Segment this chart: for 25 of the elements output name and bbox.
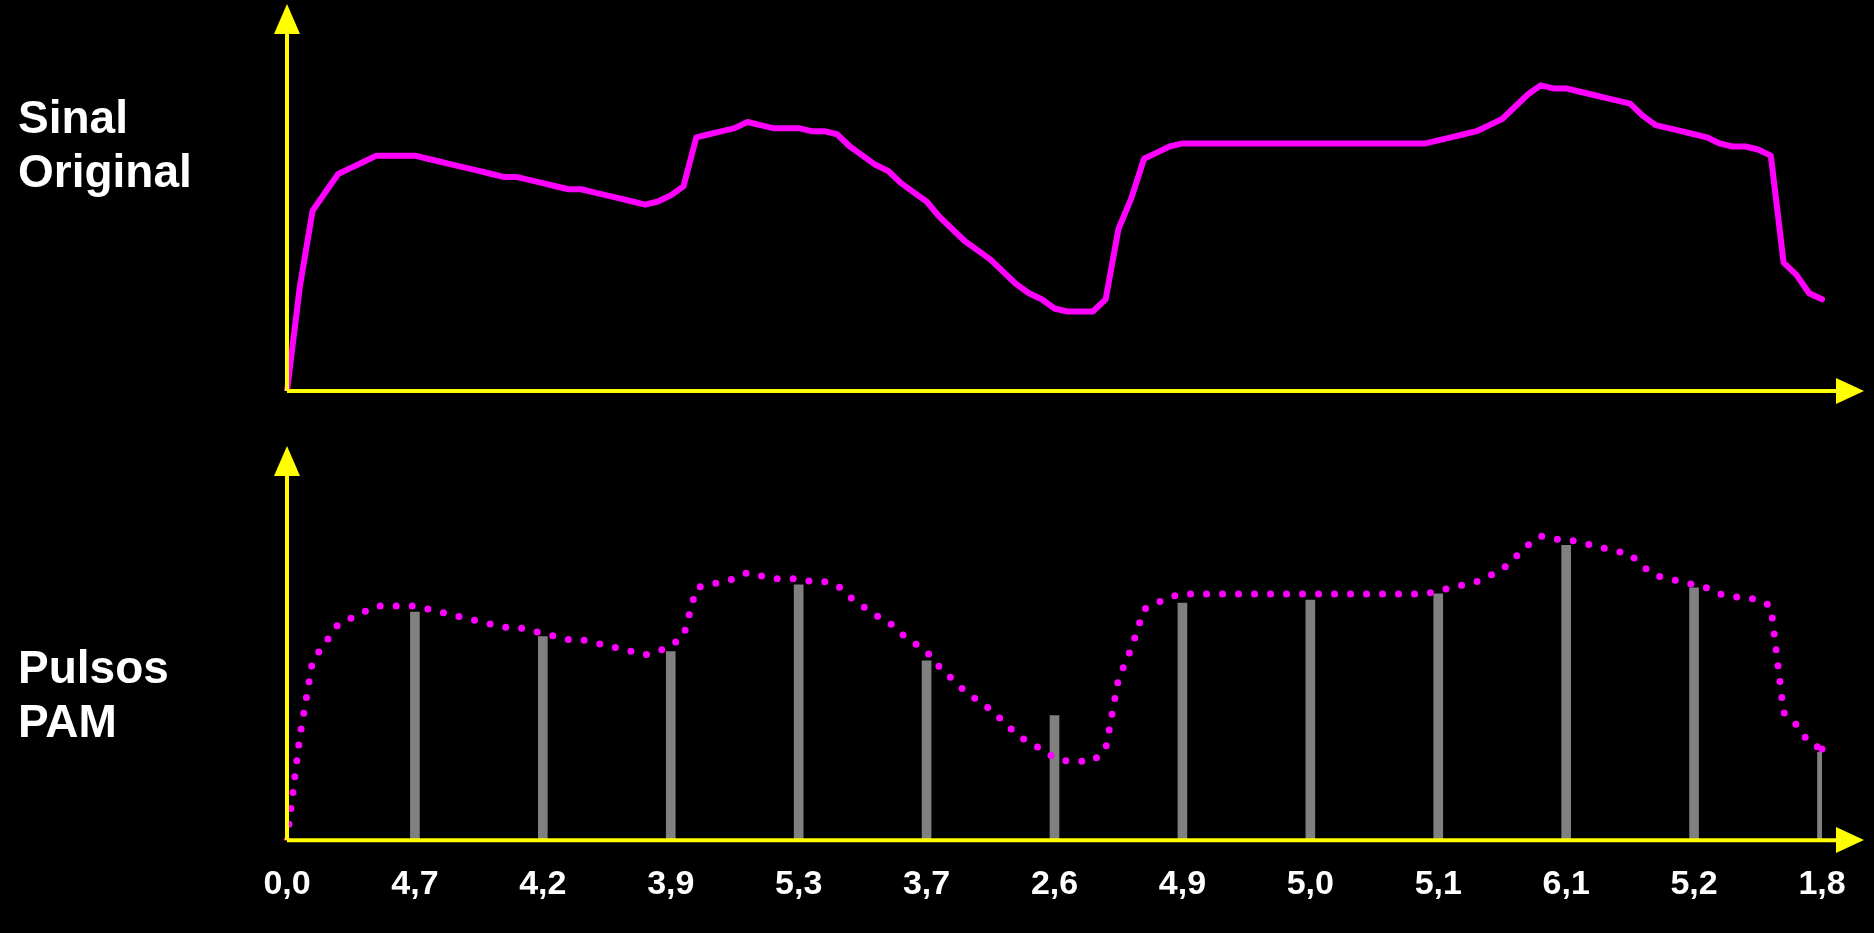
- y-axis-title: Sinal Original: [18, 90, 193, 198]
- x-tick-label: 5,0: [1286, 862, 1334, 901]
- bar: [1305, 599, 1316, 841]
- x-tick-label: 3,7: [902, 862, 951, 901]
- x-tick-label: 3,9: [647, 862, 695, 901]
- bar: [665, 651, 676, 841]
- bar: [921, 660, 932, 841]
- x-tick-label: 5,2: [1670, 862, 1718, 901]
- bar: [1177, 602, 1188, 841]
- bar: [1561, 544, 1571, 841]
- x-tick-label: 4,7: [391, 862, 439, 901]
- bar: [793, 584, 804, 841]
- x-tick-label: 4,2: [519, 862, 567, 901]
- y-axis-title: Pulsos PAM: [18, 640, 170, 748]
- bar: [538, 636, 548, 841]
- x-tick-label: 2,6: [1030, 862, 1079, 901]
- x-tick-label: 5,1: [1414, 862, 1462, 901]
- bar: [1433, 593, 1444, 841]
- x-tick-label: 6,1: [1542, 862, 1590, 901]
- x-tick-label: 5,3: [775, 862, 823, 901]
- bar: [410, 611, 420, 841]
- x-tick-label: 4,9: [1158, 862, 1207, 901]
- bar: [1689, 587, 1699, 841]
- x-tick-label: 0,0: [263, 862, 311, 901]
- x-tick-label: 1,8: [1798, 862, 1846, 901]
